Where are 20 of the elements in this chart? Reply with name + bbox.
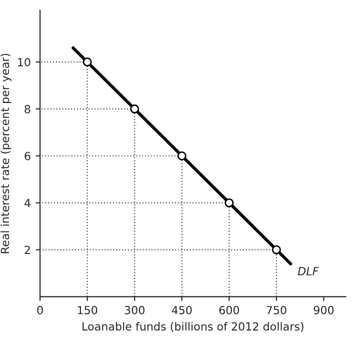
point <box>130 104 140 114</box>
x-tick-label: 150 <box>78 306 98 314</box>
point <box>177 151 186 160</box>
point <box>224 198 234 208</box>
y-tick-label: 8 <box>24 104 30 114</box>
point <box>272 245 281 254</box>
x-tick-label: 600 <box>219 306 240 314</box>
x-tick-label: 450 <box>172 306 192 314</box>
y-tick-label: 10 <box>18 58 30 66</box>
y-tick-label: 4 <box>24 198 30 208</box>
y-tick-label: 2 <box>24 246 30 254</box>
x-tick-label: 300 <box>124 306 144 314</box>
annotation: DLF <box>298 267 319 276</box>
y-axis-title: Real interest rate (percent per year) <box>0 54 12 254</box>
x-tick-label: 900 <box>314 306 334 314</box>
x-tick-label: 0 <box>37 306 43 314</box>
point <box>82 57 92 66</box>
x-tick-label: 750 <box>266 306 286 314</box>
x-axis-title: Loanable funds (billions of 2012 dollars) <box>82 322 304 332</box>
y-tick-label: 6 <box>24 152 30 160</box>
